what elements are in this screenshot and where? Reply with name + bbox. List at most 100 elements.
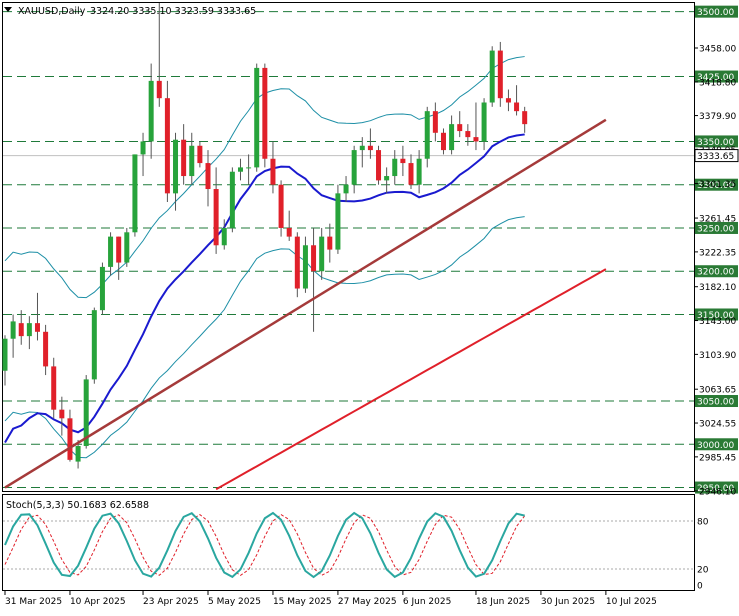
level-label: 3000.00: [697, 441, 734, 451]
date-label: 30 Jun 2025: [541, 597, 595, 607]
date-label: 5 May 2025: [208, 597, 261, 607]
level-label-bg: [695, 135, 738, 148]
level-label-bg: [695, 70, 738, 83]
dropdown-icon[interactable]: [4, 7, 12, 12]
main-pane-frame: [2, 2, 695, 492]
bull-candle: [335, 193, 341, 250]
price-tick-label: 3143.00: [699, 317, 736, 327]
date-label: 31 Mar 2025: [5, 597, 62, 607]
bull-candle: [384, 176, 390, 181]
stoch-main-line: [4, 511, 525, 579]
level-label-bg: [695, 265, 738, 278]
bull-candle: [229, 171, 235, 228]
bull-candle: [173, 139, 179, 194]
price-tick-label: 3418.80: [699, 78, 736, 88]
bear-candle: [205, 163, 211, 190]
moving-averages: [4, 133, 607, 491]
price-tick-label: 3458.00: [699, 44, 736, 54]
price-tick-label: 3063.65: [699, 386, 736, 396]
bull-candle: [319, 236, 325, 272]
bull-candle: [449, 124, 455, 151]
bull-candle: [140, 141, 146, 155]
bear-candle: [465, 131, 471, 138]
price-tick-label: 3301.35: [699, 180, 736, 190]
bear-candle: [473, 137, 479, 142]
level-label-bg: [695, 395, 738, 408]
bear-candle: [59, 409, 65, 419]
lower-band: [4, 216, 525, 459]
bull-candle: [108, 236, 114, 267]
bull-candle: [124, 232, 130, 263]
bear-candle: [213, 189, 219, 246]
stoch-signal-line: [4, 514, 526, 577]
date-label: 6 Jun 2025: [403, 597, 451, 607]
symbol-title: XAUUSD,Daily: [18, 6, 86, 17]
level-label-bg: [695, 178, 738, 191]
bear-candle: [67, 418, 73, 460]
stochastic: 80 20 0: [3, 511, 709, 592]
level-label: 3425.00: [697, 73, 734, 83]
bull-candle: [392, 158, 398, 177]
bull-candle: [189, 145, 195, 177]
level-label-bg: [695, 5, 738, 18]
bear-candle: [311, 245, 317, 272]
bear-candle: [294, 236, 300, 289]
bull-candle: [302, 245, 308, 289]
fast-ma-line: [4, 133, 525, 444]
level-label: 3050.00: [697, 398, 734, 408]
price-tick-label: 3182.10: [699, 283, 736, 293]
bear-candle: [18, 323, 24, 337]
ohlc-readout: 3324.20 3335.10 3323.59 3333.65: [90, 6, 256, 17]
level-label-bg: [695, 481, 738, 494]
level-label-bg: [695, 308, 738, 321]
bull-candle: [359, 145, 365, 151]
bear-candle: [197, 145, 203, 164]
price-axis: 3500.00 3425.00 3350.00 3300.00 3250.00 3200.…: [694, 5, 739, 497]
current-price-bg: [694, 149, 739, 163]
bear-candle: [367, 145, 373, 151]
date-label: 27 May 2025: [338, 597, 397, 607]
date-label: 18 Jun 2025: [476, 597, 530, 607]
date-label: 15 May 2025: [273, 597, 332, 607]
bear-candle: [51, 366, 57, 410]
bull-candle: [246, 167, 252, 169]
price-tick-label: 3261.45: [699, 215, 736, 225]
level-label-bg: [695, 221, 738, 234]
bear-candle: [156, 80, 162, 99]
bear-candle: [514, 102, 520, 112]
bull-candle: [254, 67, 260, 168]
level-label: 3350.00: [697, 138, 734, 148]
level-label: 3300.00: [697, 181, 734, 191]
bull-candle: [10, 321, 16, 339]
price-tick-label: 2985.45: [699, 453, 736, 463]
bear-candle: [278, 184, 284, 228]
stoch-level-label: 20: [697, 566, 709, 576]
level-lines: [3, 11, 694, 489]
stoch-level-label: 80: [697, 518, 709, 528]
bear-candle: [408, 163, 414, 185]
bear-candle: [43, 331, 49, 367]
bull-candle: [424, 111, 430, 159]
trendline: [4, 118, 607, 489]
bear-candle: [164, 98, 170, 194]
bear-candle: [270, 158, 276, 185]
price-tick-label: 2946.10: [699, 487, 736, 497]
price-tick-label: 3222.35: [699, 248, 736, 258]
level-label: 3150.00: [697, 311, 734, 321]
indicator-pane-frame: [2, 494, 695, 591]
bear-candle: [376, 150, 382, 181]
bear-candle: [440, 132, 446, 151]
level-label: 2950.00: [697, 484, 734, 494]
bear-candle: [262, 67, 268, 159]
date-label: 23 Apr 2025: [143, 597, 199, 607]
date-label: 10 Jul 2025: [606, 597, 657, 607]
bear-candle: [522, 111, 528, 125]
bull-candle: [75, 446, 81, 462]
stoch-label: Stoch(5,3,3) 50.1683 62.6588: [6, 500, 149, 511]
bull-candle: [26, 323, 32, 337]
level-label: 3200.00: [697, 268, 734, 278]
slow-ma-line: [215, 268, 607, 491]
price-tick-label: 3024.55: [699, 420, 736, 430]
bull-candle: [83, 379, 89, 447]
